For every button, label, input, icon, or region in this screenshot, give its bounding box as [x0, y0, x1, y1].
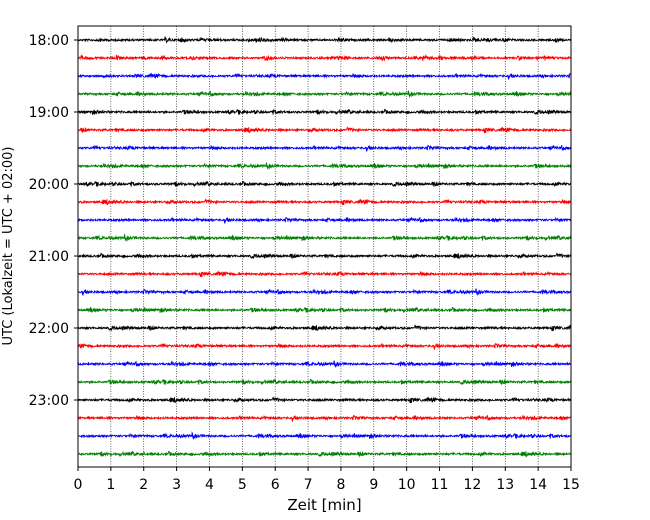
y-tick-label: 22:00 [29, 321, 69, 337]
x-tick-label: 1 [106, 477, 115, 493]
trace-1830 [77, 72, 572, 81]
x-axis-ticks: 0 1 2 3 4 5 6 7 8 9 10 11 12 13 14 15 [74, 467, 580, 493]
seismic-traces [77, 36, 572, 458]
trace-1945 [77, 162, 572, 170]
x-axis-label: Zeit [min] [287, 496, 361, 514]
trace-2315 [77, 414, 572, 423]
trace-2330 [77, 430, 572, 440]
y-axis-label: UTC (Lokalzeit = UTC + 02:00) [1, 147, 16, 346]
x-tick-label: 14 [529, 477, 547, 493]
trace-1800 [77, 36, 572, 44]
y-tick-label: 21:00 [29, 249, 69, 265]
x-tick-label: 4 [205, 477, 214, 493]
x-tick-label: 8 [336, 477, 345, 493]
y-axis-ticks: 18:00 19:00 20:00 21:00 22:00 23:00 [29, 33, 78, 409]
x-tick-label: 0 [74, 477, 83, 493]
x-tick-label: 9 [369, 477, 378, 493]
trace-2215 [77, 342, 572, 351]
trace-1900 [77, 108, 572, 116]
x-tick-label: 2 [139, 477, 148, 493]
x-tick-label: 12 [463, 477, 481, 493]
y-tick-label: 18:00 [29, 33, 69, 49]
y-tick-label: 23:00 [29, 393, 69, 409]
trace-2015 [77, 198, 572, 206]
x-tick-label: 3 [172, 477, 181, 493]
trace-1845 [77, 90, 572, 98]
trace-1930 [77, 144, 572, 153]
plot-frame [77, 25, 572, 468]
trace-2245 [77, 378, 572, 386]
trace-2300 [77, 396, 572, 404]
trace-2000 [77, 180, 572, 188]
trace-2100 [77, 252, 572, 260]
trace-2045 [77, 232, 572, 242]
x-tick-label: 7 [304, 477, 313, 493]
trace-2115 [77, 270, 572, 278]
y-tick-label: 19:00 [29, 105, 69, 121]
trace-1815 [77, 53, 572, 62]
x-tick-label: 5 [238, 477, 247, 493]
x-tick-label: 11 [431, 477, 449, 493]
x-tick-label: 6 [271, 477, 280, 493]
x-tick-label: 13 [496, 477, 514, 493]
trace-2230 [77, 360, 572, 368]
x-tick-label: 10 [398, 477, 416, 493]
trace-2345 [77, 450, 572, 458]
trace-1915 [77, 126, 572, 134]
x-tick-label: 15 [562, 477, 580, 493]
trace-2030 [77, 216, 572, 225]
trace-2145 [77, 306, 572, 314]
vertical-grid [110, 26, 539, 467]
trace-2130 [77, 288, 572, 297]
trace-2200 [77, 324, 572, 332]
y-tick-label: 20:00 [29, 177, 69, 193]
